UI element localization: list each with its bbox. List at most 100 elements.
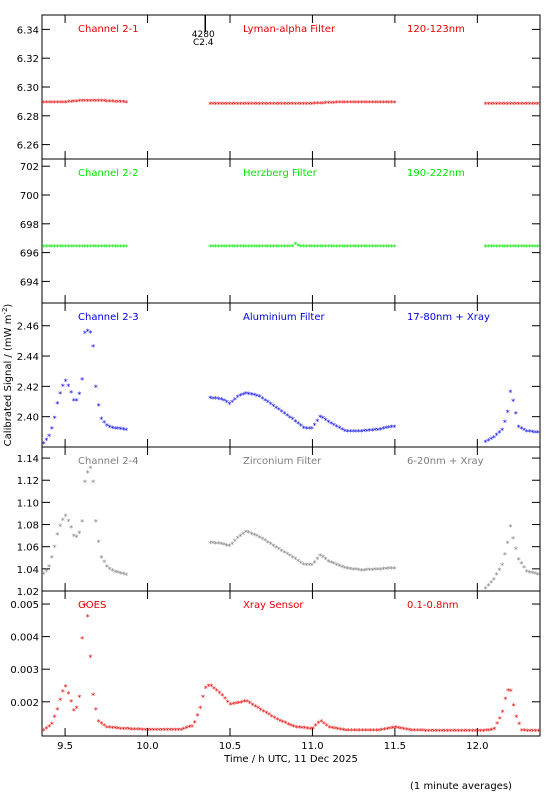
data-point: * [300,724,304,733]
data-point: * [269,100,273,109]
data-point: * [368,99,372,108]
data-point: * [83,478,87,487]
data-point: * [293,556,297,565]
data-point: * [333,725,337,734]
panel-2: 694 696 698 700 702 Channel 2-2 Herzberg Filte… [20,158,541,304]
data-point: * [157,726,161,735]
data-point: * [262,708,266,717]
data-point: * [102,722,106,731]
data-point: * [525,428,529,437]
data-point: * [332,99,336,108]
y-tick-label: 0.004 [10,633,39,644]
data-point: * [392,99,396,108]
data-point: * [271,100,275,109]
data-point: * [362,243,366,252]
data-point: * [233,396,237,405]
data-point: * [124,426,128,435]
data-point: * [124,99,128,108]
data-point: * [370,243,374,252]
data-point: * [77,390,81,399]
data-point: * [230,100,234,109]
data-point: * [393,724,397,733]
data-point: * [349,727,353,736]
data-point: * [347,727,351,736]
data-point: * [517,720,521,729]
data-point: * [88,97,92,106]
data-point: * [269,541,273,550]
filter-label: Zirconium Filter [243,456,322,467]
data-point: * [335,561,339,570]
data-point: * [528,243,532,252]
data-point: * [313,243,317,252]
data-point: * [376,243,380,252]
data-point: * [374,727,378,736]
data-point: * [288,100,292,109]
data-point: * [503,419,507,428]
data-point: * [348,566,352,575]
data-point: * [338,726,342,735]
data-point: * [94,706,98,715]
data-point: * [238,243,242,252]
data-point: * [91,478,95,487]
band-label: 120-123nm [407,24,465,35]
data-point: * [273,714,277,723]
data-point: * [291,100,295,109]
data-point: * [313,100,317,109]
data-point: * [514,546,518,555]
data-point: * [88,465,92,474]
data-point: * [72,533,76,542]
data-point: * [110,243,114,252]
data-point: * [211,243,215,252]
x-tick-label: 9.5 [57,741,73,752]
data-point: * [348,99,352,108]
data-point: * [108,566,112,575]
data-point: * [404,726,408,735]
data-point: * [266,399,270,408]
data-point: * [528,727,532,736]
data-point: * [337,425,341,434]
data-point: * [340,426,344,435]
data-point: * [47,243,51,252]
data-point: * [66,243,70,252]
data-point: * [299,422,303,431]
data-point: * [448,727,452,736]
data-point: * [121,99,125,108]
data-point: * [204,684,208,693]
data-point: * [248,700,252,709]
data-point: * [534,728,538,737]
data-point: * [316,720,320,729]
data-point: * [468,728,472,737]
data-point: * [110,424,114,433]
data-point: * [121,426,125,435]
data-point: * [211,540,215,549]
data-point: * [385,725,389,734]
data-point: * [492,434,496,443]
data-point: * [370,99,374,108]
data-point: * [351,566,355,575]
data-point: * [304,562,308,571]
data-point: * [102,98,106,107]
data-point: * [525,568,529,577]
data-point: * [332,560,336,569]
data-point: * [525,727,529,736]
data-point: * [42,727,46,736]
data-point: * [234,700,238,709]
data-point: * [83,243,87,252]
data-point: * [402,726,406,735]
data-point: * [236,534,240,543]
x-tick-label: 10.5 [219,741,241,752]
data-point: * [315,100,319,109]
data-point: * [225,542,229,551]
data-point: * [211,100,215,109]
data-point: * [208,100,212,109]
data-point: * [267,711,271,720]
y-tick-label: 6.26 [17,141,39,152]
data-point: * [489,435,493,444]
data-point: * [77,529,81,538]
data-point: * [343,99,347,108]
y-tick-label: 1.02 [17,587,39,598]
data-point: * [489,100,493,109]
data-point: * [124,243,128,252]
data-point: * [387,424,391,433]
y-tick-label: 700 [20,191,39,202]
